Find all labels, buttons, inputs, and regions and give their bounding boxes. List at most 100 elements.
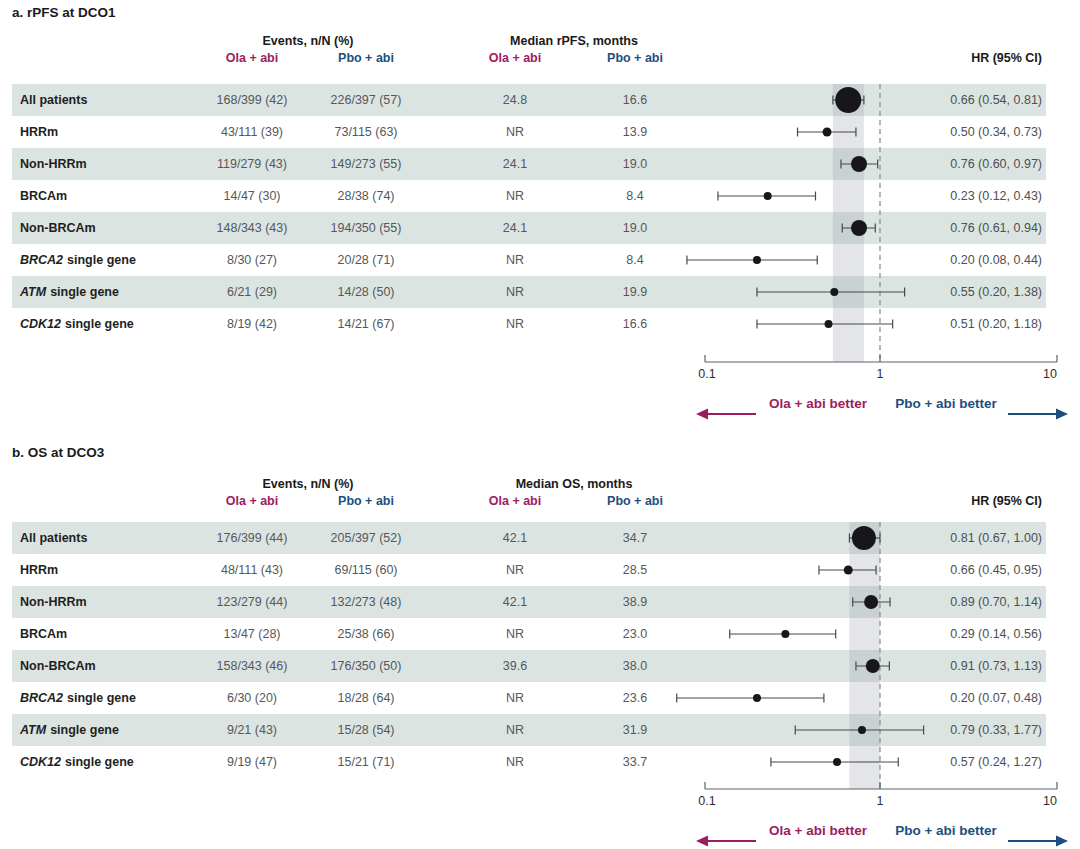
median-ola-value: NR xyxy=(506,714,524,746)
median-pbo-value: 8.4 xyxy=(626,180,643,212)
median-column-header: Median rPFS, months xyxy=(510,34,638,48)
events-ola-value: 8/30 (27) xyxy=(227,244,277,276)
hr-ci-value: 0.66 (0.54, 0.81) xyxy=(950,84,1042,116)
median-pbo-value: 23.0 xyxy=(623,618,647,650)
table-row: All patients168/399 (42)226/397 (57)24.8… xyxy=(12,84,1046,116)
hr-ci-value: 0.29 (0.14, 0.56) xyxy=(950,618,1042,650)
subgroup-label: Non-BRCAm xyxy=(20,650,96,682)
events-pbo-value: 149/273 (55) xyxy=(331,148,402,180)
subgroup-label: All patients xyxy=(20,84,87,116)
axis-tick-0.1: 0.1 xyxy=(698,794,715,808)
right-arrow-head xyxy=(1056,836,1068,847)
events-column-header: Events, n/N (%) xyxy=(263,477,354,491)
median-ola-value: NR xyxy=(506,116,524,148)
left-arrow-head xyxy=(696,409,708,420)
hr-ci-value: 0.91 (0.73, 1.13) xyxy=(950,650,1042,682)
median-pbo-value: 38.9 xyxy=(623,586,647,618)
table-row: Non-BRCAm158/343 (46)176/350 (50)39.638.… xyxy=(12,650,1046,682)
events-ola-value: 6/30 (20) xyxy=(227,682,277,714)
pbo-better-label: Pbo + abi better xyxy=(895,396,997,411)
events-ola-value: 8/19 (42) xyxy=(227,308,277,340)
events-pbo-value: 15/21 (71) xyxy=(338,746,395,778)
median-pbo-value: 13.9 xyxy=(623,116,647,148)
table-row: ATMsingle gene6/21 (29)14/28 (50)NR19.90… xyxy=(12,276,1046,308)
table-row: CDK12single gene 9/19 (47) 15/21 (71) NR 33.… xyxy=(12,746,1046,778)
hr-ci-value: 0.57 (0.24, 1.27) xyxy=(950,746,1042,778)
axis-tick-1: 1 xyxy=(877,367,884,381)
median-ola-value: 39.6 xyxy=(503,650,527,682)
subgroup-label: ATMsingle gene xyxy=(20,276,119,308)
ola-better-label: Ola + abi better xyxy=(769,396,867,411)
events-column-header: Events, n/N (%) xyxy=(263,34,354,48)
median-ola-value: NR xyxy=(506,746,524,778)
axis-tick-10: 10 xyxy=(1043,367,1057,381)
table-row: BRCAm14/47 (30)28/38 (74)NR8.40.23 (0.12… xyxy=(12,180,1046,212)
subgroup-label: Non-HRRm xyxy=(20,148,87,180)
events-ola-value: 14/47 (30) xyxy=(224,180,281,212)
subgroup-label: BRCAm xyxy=(20,618,67,650)
subgroup-label: HRRm xyxy=(20,554,58,586)
subgroup-label: BRCA2single gene xyxy=(20,682,136,714)
median-ola-value: 42.1 xyxy=(503,586,527,618)
hr-column-header: HR (95% CI) xyxy=(971,51,1042,65)
events-pbo-value: 20/28 (71) xyxy=(338,244,395,276)
median-ola-subheader: Ola + abi xyxy=(489,494,541,508)
median-pbo-value: 28.5 xyxy=(623,554,647,586)
table-row: Non-HRRm123/279 (44)132/273 (48)42.138.9… xyxy=(12,586,1046,618)
median-pbo-value: 31.9 xyxy=(623,714,647,746)
hr-column-header: HR (95% CI) xyxy=(971,494,1042,508)
median-pbo-value: 16.6 xyxy=(623,84,647,116)
hr-ci-value: 0.50 (0.34, 0.73) xyxy=(950,116,1042,148)
median-ola-value: 24.1 xyxy=(503,148,527,180)
events-pbo-value: 14/28 (50) xyxy=(338,276,395,308)
events-ola-value: 158/343 (46) xyxy=(217,650,288,682)
events-ola-value: 13/47 (28) xyxy=(224,618,281,650)
events-pbo-value: 226/397 (57) xyxy=(331,84,402,116)
table-row: HRRm43/111 (39)73/115 (63)NR13.90.50 (0.… xyxy=(12,116,1046,148)
events-pbo-value: 14/21 (67) xyxy=(338,308,395,340)
table-row: Non-HRRm119/279 (43)149/273 (55)24.119.0… xyxy=(12,148,1046,180)
median-ola-value: NR xyxy=(506,554,524,586)
hr-ci-value: 0.20 (0.08, 0.44) xyxy=(950,244,1042,276)
median-ola-value: 24.1 xyxy=(503,212,527,244)
events-pbo-value: 194/350 (55) xyxy=(331,212,402,244)
subgroup-label: All patients xyxy=(20,522,87,554)
table-row: Non-BRCAm148/343 (43)194/350 (55)24.119.… xyxy=(12,212,1046,244)
events-ola-value: 43/111 (39) xyxy=(221,116,283,148)
table-row: HRRm48/111 (43)69/115 (60)NR28.50.66 (0.… xyxy=(12,554,1046,586)
events-pbo-subheader: Pbo + abi xyxy=(338,51,394,65)
table-row: CDK12single gene8/19 (42)14/21 (67)NR16.… xyxy=(12,308,1046,340)
events-pbo-value: 73/115 (63) xyxy=(334,116,397,148)
events-ola-value: 119/279 (43) xyxy=(217,148,287,180)
axis-tick-10: 10 xyxy=(1043,794,1057,808)
panel-os-dco3: b. OS at DCO3 Events, n/N (%) Median OS,… xyxy=(0,437,1080,849)
subgroup-label: CDK12single gene xyxy=(20,746,134,778)
median-pbo-value: 33.7 xyxy=(623,746,647,778)
events-pbo-value: 28/38 (74) xyxy=(338,180,395,212)
events-pbo-subheader: Pbo + abi xyxy=(338,494,394,508)
events-ola-value: 176/399 (44) xyxy=(217,522,288,554)
hr-ci-value: 0.81 (0.67, 1.00) xyxy=(950,522,1042,554)
left-arrow-head xyxy=(696,836,708,847)
hr-ci-value: 0.55 (0.20, 1.38) xyxy=(950,276,1042,308)
events-pbo-value: 132/273 (48) xyxy=(331,586,402,618)
subgroup-label: Non-HRRm xyxy=(20,586,87,618)
table-row: BRCA2single gene6/30 (20)18/28 (64)NR23.… xyxy=(12,682,1046,714)
events-ola-value: 9/21 (43) xyxy=(227,714,277,746)
events-ola-value: 48/111 (43) xyxy=(221,554,283,586)
table-row: BRCAm13/47 (28)25/38 (66)NR23.00.29 (0.1… xyxy=(12,618,1046,650)
median-ola-value: NR xyxy=(506,244,524,276)
events-pbo-value: 176/350 (50) xyxy=(331,650,402,682)
subgroup-label: Non-BRCAm xyxy=(20,212,96,244)
median-ola-value: NR xyxy=(506,682,524,714)
median-column-header: Median OS, months xyxy=(516,477,633,491)
table-row: All patients176/399 (44)205/397 (52)42.1… xyxy=(12,522,1046,554)
hr-ci-value: 0.23 (0.12, 0.43) xyxy=(950,180,1042,212)
median-pbo-value: 19.0 xyxy=(623,212,647,244)
axis-tick-1: 1 xyxy=(877,794,884,808)
median-ola-value: 24.8 xyxy=(503,84,527,116)
table-row: ATMsingle gene9/21 (43)15/28 (54)NR31.90… xyxy=(12,714,1046,746)
events-ola-value: 9/19 (47) xyxy=(227,746,277,778)
panel-title: b. OS at DCO3 xyxy=(12,445,104,460)
hr-ci-value: 0.89 (0.70, 1.14) xyxy=(950,586,1042,618)
